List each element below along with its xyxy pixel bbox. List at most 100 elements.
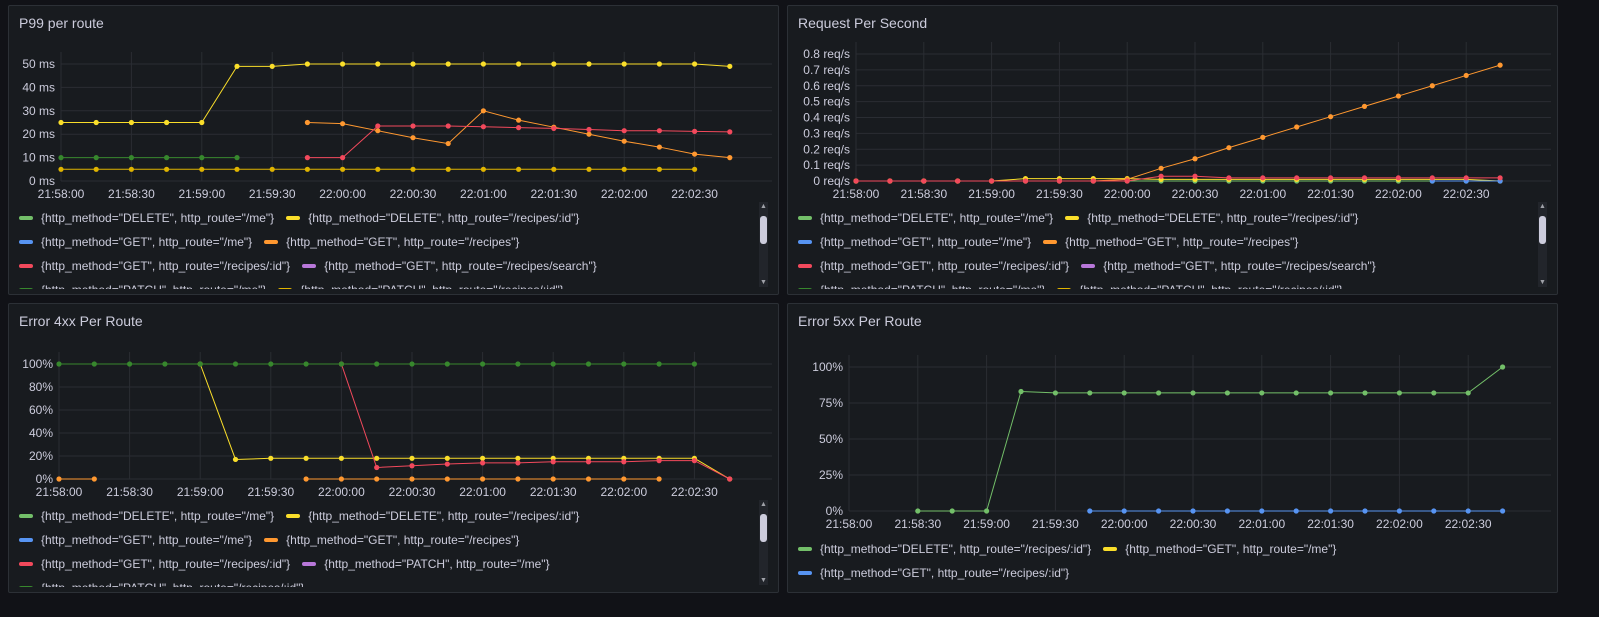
- legend-item[interactable]: {http_method="PATCH", http_route="/recip…: [19, 576, 304, 587]
- chart-plot: 0 ms 10 ms 20 ms 30 ms 40 ms 50 ms 21:58:00 21:…: [22, 52, 772, 201]
- series-7: [58, 166, 698, 172]
- panel-title[interactable]: P99 per route: [19, 15, 104, 31]
- series-4: [853, 173, 1503, 184]
- legend-item[interactable]: {http_method="GET", http_route="/recipes…: [798, 254, 1069, 278]
- x-tick-label: 22:01:30: [530, 187, 577, 201]
- x-tick-label: 22:02:30: [671, 485, 718, 499]
- y-tick-label: 50 ms: [22, 57, 55, 71]
- legend-item[interactable]: {http_method="GET", http_route="/recipes…: [264, 528, 519, 552]
- y-tick-label: 40%: [29, 426, 53, 440]
- legend-item[interactable]: {http_method="GET", http_route="/recipes…: [302, 254, 597, 278]
- legend-item[interactable]: {http_method="GET", http_route="/recipes…: [1081, 254, 1376, 278]
- scroll-down-arrow-icon[interactable]: ▼: [1539, 279, 1546, 286]
- x-tick-label: 22:00:30: [1172, 187, 1219, 201]
- panel-error-4xx-per-route: Error 4xx Per Route 0% 20% 40% 60% 80% 100% 21…: [8, 303, 779, 593]
- scroll-up-arrow-icon[interactable]: ▲: [760, 501, 767, 508]
- legend-item[interactable]: {http_method="DELETE", http_route="/me"}: [798, 206, 1053, 230]
- legend-label: {http_method="GET", http_route="/recipes…: [820, 259, 1070, 273]
- series-6: [56, 361, 698, 367]
- series-4: [338, 361, 733, 482]
- chart-plot: 0% 25% 50% 75% 100% 21:58:00 21:58:30 21:59:00 2…: [812, 355, 1551, 531]
- legend-item[interactable]: {http_method="GET", http_route="/recipes…: [798, 561, 1069, 585]
- legend-scrollbar[interactable]: ▲ ▼: [759, 500, 768, 585]
- legend-label: {http_method="DELETE", http_route="/reci…: [1087, 211, 1359, 225]
- legend-item[interactable]: {http_method="DELETE", http_route="/reci…: [798, 537, 1091, 561]
- y-tick-label: 0.5 req/s: [803, 95, 850, 109]
- scroll-up-arrow-icon[interactable]: ▲: [760, 203, 767, 210]
- legend-item[interactable]: {http_method="GET", http_route="/me"}: [1103, 537, 1336, 561]
- data-point: [727, 476, 733, 482]
- x-tick-label: 21:59:30: [249, 187, 296, 201]
- legend-label: {http_method="GET", http_route="/recipes…: [286, 533, 520, 547]
- x-tick-label: 22:02:30: [671, 187, 718, 201]
- legend-item[interactable]: {http_method="PATCH", http_route="/recip…: [1057, 278, 1343, 289]
- x-tick-label: 21:58:00: [826, 517, 873, 531]
- series-3: [304, 108, 733, 161]
- x-tick-label: 22:01:00: [1239, 187, 1286, 201]
- legend-color-swatch-icon: [19, 216, 33, 220]
- legend-item[interactable]: {http_method="GET", http_route="/recipes…: [264, 230, 519, 254]
- scroll-down-arrow-icon[interactable]: ▼: [760, 279, 767, 286]
- y-tick-label: 0.2 req/s: [803, 142, 850, 156]
- legend-color-swatch-icon: [286, 216, 301, 220]
- legend-color-swatch-icon: [302, 562, 317, 566]
- y-tick-label: 50%: [819, 432, 843, 446]
- scroll-down-arrow-icon[interactable]: ▼: [760, 577, 767, 584]
- scrollbar-thumb[interactable]: [1539, 216, 1546, 244]
- legend-item[interactable]: {http_method="DELETE", http_route="/reci…: [1065, 206, 1358, 230]
- legend-color-swatch-icon: [264, 240, 279, 244]
- legend-color-swatch-icon: [1065, 216, 1080, 220]
- legend-scrollbar[interactable]: ▲ ▼: [1538, 202, 1547, 287]
- x-tick-label: 22:02:00: [1376, 517, 1423, 531]
- scroll-up-arrow-icon[interactable]: ▲: [1539, 203, 1546, 210]
- legend-item[interactable]: {http_method="DELETE", http_route="/reci…: [286, 504, 579, 528]
- scrollbar-thumb[interactable]: [760, 216, 767, 244]
- legend-item[interactable]: {http_method="GET", http_route="/me"}: [798, 230, 1031, 254]
- legend-item[interactable]: {http_method="GET", http_route="/me"}: [19, 230, 252, 254]
- legend-label: {http_method="GET", http_route="/me"}: [41, 235, 253, 249]
- y-tick-label: 0.6 req/s: [803, 79, 850, 93]
- legend-item[interactable]: {http_method="GET", http_route="/recipes…: [1043, 230, 1298, 254]
- panel-title[interactable]: Request Per Second: [798, 15, 928, 31]
- legend-item[interactable]: {http_method="GET", http_route="/recipes…: [19, 254, 290, 278]
- series-line: [340, 363, 730, 480]
- legend-item[interactable]: {http_method="PATCH", http_route="/me"}: [19, 278, 266, 289]
- x-tick-label: 21:59:00: [177, 485, 224, 499]
- legend-item[interactable]: {http_method="PATCH", http_route="/recip…: [278, 278, 564, 289]
- x-tick-label: 22:01:00: [459, 485, 506, 499]
- legend-color-swatch-icon: [19, 264, 33, 268]
- legend-color-swatch-icon: [264, 538, 279, 542]
- x-tick-label: 21:59:30: [1032, 517, 1079, 531]
- legend-item[interactable]: {http_method="GET", http_route="/recipes…: [19, 552, 290, 576]
- x-tick-label: 22:01:00: [460, 187, 507, 201]
- legend: {http_method="DELETE", http_route="/me"}…: [19, 206, 752, 289]
- legend-color-swatch-icon: [798, 288, 812, 289]
- legend-item[interactable]: {http_method="PATCH", http_route="/me"}: [302, 552, 550, 576]
- panel-request-per-second: Request Per Second 0 req/s 0.1 req/s 0.2 r…: [787, 5, 1558, 295]
- legend-label: {http_method="GET", http_route="/recipes…: [1103, 259, 1376, 273]
- x-tick-label: 22:01:00: [1238, 517, 1285, 531]
- legend-item[interactable]: {http_method="DELETE", http_route="/me"}: [19, 504, 274, 528]
- legend-item[interactable]: {http_method="GET", http_route="/me"}: [19, 528, 252, 552]
- legend-scrollbar[interactable]: ▲ ▼: [759, 202, 768, 287]
- legend-label: {http_method="DELETE", http_route="/reci…: [820, 542, 1092, 556]
- y-tick-label: 80%: [29, 380, 53, 394]
- chart-plot: 0 req/s 0.1 req/s 0.2 req/s 0.3 req/s0.4 re…: [803, 42, 1551, 201]
- legend-item[interactable]: {http_method="DELETE", http_route="/reci…: [286, 206, 579, 230]
- series-line: [917, 366, 1503, 512]
- legend-color-swatch-icon: [19, 514, 33, 518]
- legend: {http_method="DELETE", http_route="/me"}…: [19, 504, 752, 587]
- scrollbar-thumb[interactable]: [760, 514, 767, 542]
- series-4: [304, 123, 733, 161]
- y-tick-label: 10 ms: [22, 151, 55, 165]
- panel-title[interactable]: Error 4xx Per Route: [19, 313, 143, 329]
- legend-color-swatch-icon: [19, 538, 33, 542]
- legend-item[interactable]: {http_method="PATCH", http_route="/me"}: [798, 278, 1045, 289]
- legend-item[interactable]: {http_method="DELETE", http_route="/me"}: [19, 206, 274, 230]
- legend: {http_method="DELETE", http_route="/me"}…: [798, 206, 1531, 289]
- legend-color-swatch-icon: [798, 571, 812, 575]
- x-tick-label: 22:00:30: [390, 187, 437, 201]
- y-tick-label: 60%: [29, 403, 53, 417]
- legend-color-swatch-icon: [19, 240, 33, 244]
- panel-title[interactable]: Error 5xx Per Route: [798, 313, 922, 329]
